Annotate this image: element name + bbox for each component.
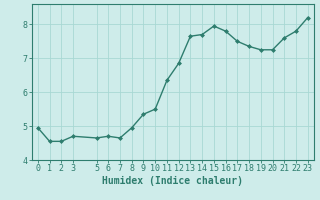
X-axis label: Humidex (Indice chaleur): Humidex (Indice chaleur) (102, 176, 243, 186)
